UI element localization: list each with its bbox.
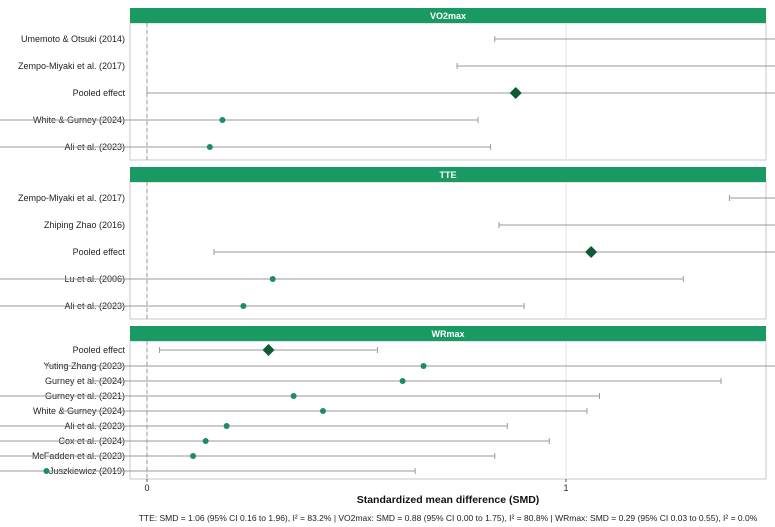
row-label: Gurney et al. (2024) (45, 376, 125, 386)
study-point (223, 423, 230, 429)
row-label: Umemoto & Otsuki (2014) (21, 34, 125, 44)
panel-title: TTE (440, 170, 457, 180)
study-point (399, 378, 406, 384)
row-label: Zempo-Miyaki et al. (2017) (18, 61, 125, 71)
study-point (206, 144, 213, 150)
study-point (319, 408, 326, 414)
panel-header (130, 167, 766, 182)
panel-title: VO2max (430, 11, 466, 21)
pooled-diamond (509, 87, 522, 99)
panel-header (130, 326, 766, 341)
row-label: Zhiping Zhao (2016) (44, 220, 125, 230)
panel-frame (129, 340, 767, 480)
row-label: Pooled effect (73, 345, 126, 355)
panel-frame (129, 181, 767, 320)
study-point (190, 453, 197, 459)
row-label: Pooled effect (73, 88, 126, 98)
panel-header (130, 8, 766, 23)
study-point (202, 438, 209, 444)
study-point (420, 363, 427, 369)
study-point (240, 303, 247, 309)
x-tick-label: 1 (563, 483, 568, 493)
pooled-diamond (585, 246, 598, 258)
row-label: Zempo-Miyaki et al. (2017) (18, 193, 125, 203)
row-label: Pooled effect (73, 247, 126, 257)
study-point (269, 276, 276, 282)
panel-title: WRmax (431, 329, 464, 339)
panel-frame (129, 22, 767, 161)
pooled-diamond (262, 344, 275, 356)
study-point (43, 468, 50, 474)
study-point (290, 393, 297, 399)
x-axis-label: Standardized mean difference (SMD) (357, 494, 540, 506)
footnote: TTE: SMD = 1.06 (95% CI 0.16 to 1.96), I… (139, 513, 758, 523)
x-tick-label: 0 (144, 483, 149, 493)
study-point (219, 117, 226, 123)
